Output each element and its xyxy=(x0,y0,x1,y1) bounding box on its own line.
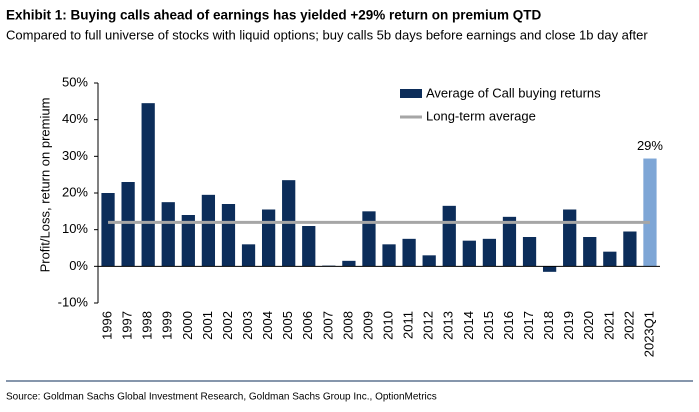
x-tick-label: 2000 xyxy=(180,311,195,340)
x-tick-label: 2003 xyxy=(240,311,255,340)
bar xyxy=(462,240,476,267)
bar xyxy=(522,237,537,267)
bar xyxy=(261,209,276,267)
bar xyxy=(442,205,456,267)
x-tick-label: 2010 xyxy=(380,311,395,340)
chart-title: Exhibit 1: Buying calls ahead of earning… xyxy=(6,8,542,23)
source: Source: Goldman Sachs Global Investment … xyxy=(6,392,437,403)
chart-subtitle: Compared to full universe of stocks with… xyxy=(6,27,648,42)
x-tick-label: 1997 xyxy=(120,311,135,340)
x-tick-label: 2008 xyxy=(340,311,355,340)
x-tick-label: 2023Q1 xyxy=(641,311,656,357)
y-tick-label: 10% xyxy=(62,221,88,236)
bar xyxy=(161,202,175,267)
bar xyxy=(623,231,637,267)
x-tick-label: 2006 xyxy=(300,311,315,340)
y-tick-label: -10% xyxy=(58,294,89,309)
x-tick-label: 2002 xyxy=(220,311,235,340)
x-tick-label: 1998 xyxy=(140,311,155,340)
y-tick-label: 20% xyxy=(62,184,88,199)
x-tick-label: 2014 xyxy=(461,311,476,340)
bar xyxy=(221,204,236,267)
x-tick-label: 2011 xyxy=(401,311,416,339)
x-tick-label: 2013 xyxy=(441,311,456,340)
bar xyxy=(603,251,617,267)
bar xyxy=(643,158,657,267)
x-tick-label: 2021 xyxy=(601,311,616,340)
x-tick-label: 1999 xyxy=(160,311,175,340)
x-tick-label: 2012 xyxy=(421,311,436,340)
bar xyxy=(181,215,195,267)
bar xyxy=(121,182,135,267)
bar xyxy=(482,238,497,267)
bar xyxy=(141,103,155,267)
x-tick-label: 2018 xyxy=(541,311,556,340)
x-tick-label: 2016 xyxy=(501,311,516,340)
x-tick-label: 2017 xyxy=(521,311,536,340)
bar xyxy=(101,193,115,267)
y-tick-label: 30% xyxy=(62,148,88,163)
bar xyxy=(502,216,517,267)
bar xyxy=(563,209,577,267)
x-tick-label: 2004 xyxy=(260,311,275,340)
x-tick-label: 2019 xyxy=(561,311,576,340)
y-axis-label: Profit/Loss, return on premium xyxy=(37,98,52,273)
bar xyxy=(402,238,416,267)
x-tick-label: 2007 xyxy=(320,311,335,340)
legend-label: Long-term average xyxy=(426,108,536,123)
bar xyxy=(382,244,396,267)
bar xyxy=(302,226,316,267)
x-tick-label: 2015 xyxy=(481,311,496,340)
bar xyxy=(362,211,376,267)
bar xyxy=(241,244,256,267)
x-tick-label: 2009 xyxy=(360,311,375,340)
x-tick-label: 2022 xyxy=(621,311,636,340)
x-tick-label: 1996 xyxy=(99,311,114,340)
legend-label: Average of Call buying returns xyxy=(426,85,601,100)
value-label: 29% xyxy=(637,138,663,153)
bar xyxy=(201,194,216,267)
x-tick-label: 2005 xyxy=(280,311,295,340)
bar xyxy=(583,237,597,267)
y-tick-label: 50% xyxy=(62,74,88,89)
bar xyxy=(342,260,356,267)
bar xyxy=(542,266,557,272)
y-tick-label: 0% xyxy=(69,258,88,273)
bar xyxy=(422,255,436,267)
legend-swatch xyxy=(400,89,422,98)
x-tick-label: 2020 xyxy=(581,311,596,340)
y-tick-label: 40% xyxy=(62,111,88,126)
x-tick-label: 2001 xyxy=(200,311,215,340)
